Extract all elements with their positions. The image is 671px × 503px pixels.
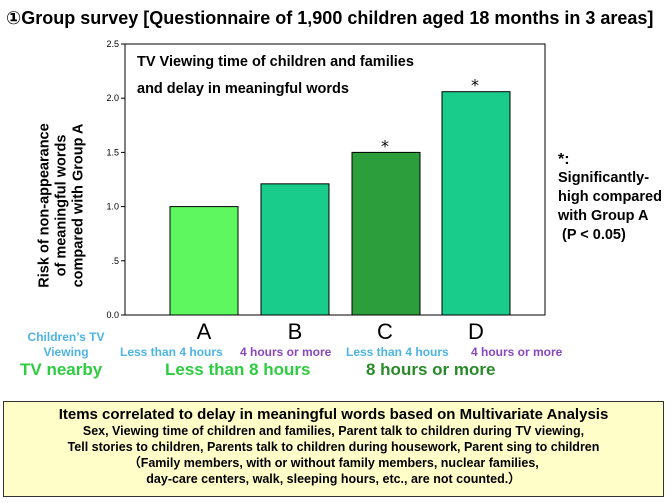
y-axis-label-line: Risk of non-appearance [36, 123, 53, 288]
y-tick-label: 2.0 [106, 93, 119, 103]
chart-title-line1: TV Viewing time of children and families [137, 54, 414, 70]
note-text: Significantly-high compared with Group A [558, 170, 662, 224]
category-label-b: B [287, 319, 303, 344]
category-label-c: C [377, 319, 393, 344]
bar-c [351, 151, 421, 316]
y-tick-label: 1.5 [106, 147, 119, 157]
significance-star: * [471, 76, 479, 95]
sublabel-c: Less than 4 hours [346, 345, 449, 359]
bar-chart: 0.0.51.01.52.02.5 ** TV Viewing time of … [106, 39, 546, 320]
y-tick-label: 1.0 [106, 202, 119, 212]
note-star: *: [558, 151, 570, 168]
analysis-line: Tell stories to children, Parents talk t… [67, 440, 600, 454]
8-hours-or-more-label: 8 hours or more [366, 360, 496, 379]
chart-title-line2: and delay in meaningful words [137, 81, 349, 97]
y-tick-label: 0.0 [106, 310, 119, 320]
bar-d [441, 91, 511, 316]
analysis-heading: Items correlated to delay in meaningful … [58, 406, 609, 423]
y-axis-label: Risk of non-appearance of meaningful wor… [37, 81, 88, 331]
category-label-d: D [468, 319, 484, 344]
y-axis-ticks: 0.0 .5 1.0 1.5 2.0 2.5 [106, 39, 125, 320]
childrens-tv-viewing-label: Children’s TV Viewing [27, 330, 105, 359]
y-tick-label: .5 [111, 256, 119, 266]
y-axis-label-line: compared with Group A [70, 123, 87, 288]
significance-marks: ** [381, 76, 479, 156]
significance-star: * [381, 136, 389, 155]
bar-b [260, 183, 330, 316]
less-than-8-hours-label: Less than 8 hours [165, 360, 311, 379]
bar-a [169, 206, 239, 316]
plot-frame [124, 43, 546, 316]
analysis-line: day-care centers, walk, sleeping hours, … [146, 472, 521, 486]
y-axis-label-line: of meaningful words [53, 134, 70, 277]
y-tick-label: 2.5 [106, 39, 119, 49]
analysis-line: （Family members, with or without family … [128, 456, 539, 470]
multivariate-analysis-box: Items correlated to delay in meaningful … [3, 401, 664, 497]
tv-nearby-label: TV nearby [20, 360, 103, 379]
page-title: ①Group survey [Questionnaire of 1,900 ch… [6, 8, 654, 28]
sublabel-a: Less than 4 hours [120, 345, 223, 359]
note-p-value: (P < 0.05) [562, 227, 626, 243]
analysis-line: Sex, Viewing time of children and famili… [82, 424, 585, 438]
sublabel-d: 4 hours or more [471, 345, 563, 359]
significance-note: *: Significantly-high compared with Grou… [558, 150, 670, 245]
bars-group [169, 91, 511, 316]
sublabel-b: 4 hours or more [240, 345, 332, 359]
category-label-a: A [196, 319, 212, 344]
